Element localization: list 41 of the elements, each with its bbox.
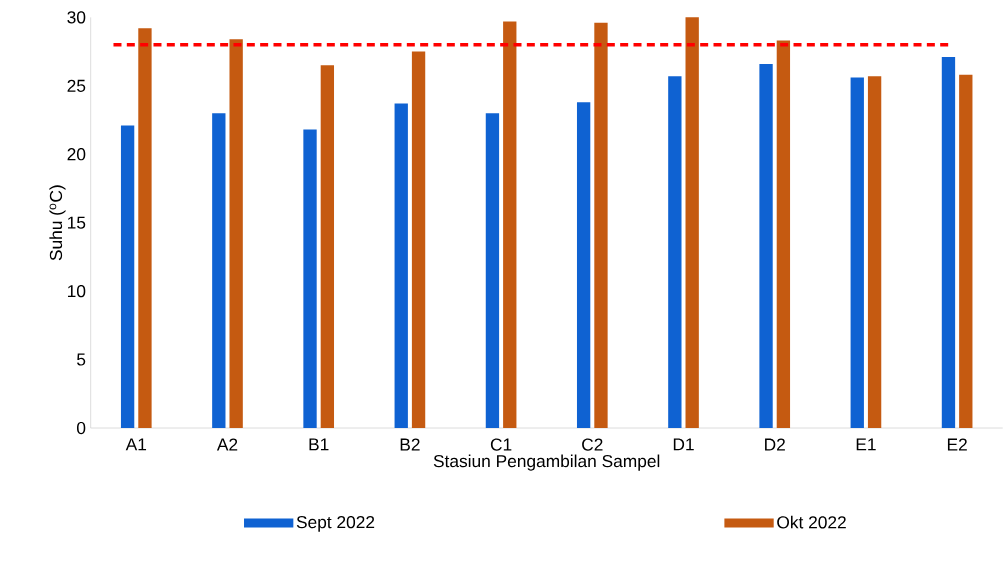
y-tick-label: 20 [67, 147, 86, 161]
bar [212, 112, 226, 428]
x-tick-label: A1 [125, 438, 147, 451]
bar [229, 39, 243, 428]
bar [120, 125, 135, 428]
legend-label: Okt 2022 [777, 515, 846, 529]
x-tick-label: E2 [947, 438, 967, 451]
bar [138, 28, 152, 428]
bar [776, 40, 791, 428]
x-tick-label: B1 [309, 438, 329, 451]
bar [320, 65, 335, 428]
bar [867, 76, 882, 428]
x-tick-label: E1 [856, 438, 876, 451]
bar [941, 56, 956, 428]
bar [503, 21, 517, 428]
bar [303, 129, 317, 428]
x-tick-label: C2 [582, 438, 603, 451]
legend-label: Sept 2022 [296, 515, 375, 532]
x-axis-title: Stasiun Pengambilan Sampel [433, 454, 660, 471]
bar [850, 77, 864, 428]
bar [394, 103, 408, 428]
bar [668, 76, 682, 428]
y-tick-label: 0 [76, 421, 86, 434]
bar [685, 17, 699, 428]
x-tick-label: C1 [490, 438, 512, 451]
bar [759, 63, 773, 428]
y-tick-label: 15 [68, 216, 86, 229]
bar [485, 112, 500, 428]
y-tick-label: 30 [67, 11, 86, 24]
bar [959, 74, 973, 428]
y-axis-title: Suhu ($^{o}$C) [49, 185, 66, 261]
x-tick-label: B2 [400, 438, 420, 451]
bar [411, 51, 426, 428]
x-tick-label: A2 [216, 438, 238, 451]
y-tick-label: 5 [77, 353, 86, 366]
y-tick-label: 10 [68, 284, 86, 298]
bar [576, 102, 591, 428]
x-tick-label: D2 [765, 438, 785, 451]
x-tick-label: D1 [673, 438, 694, 451]
bar [594, 22, 608, 428]
y-tick-label: 25 [67, 79, 86, 92]
